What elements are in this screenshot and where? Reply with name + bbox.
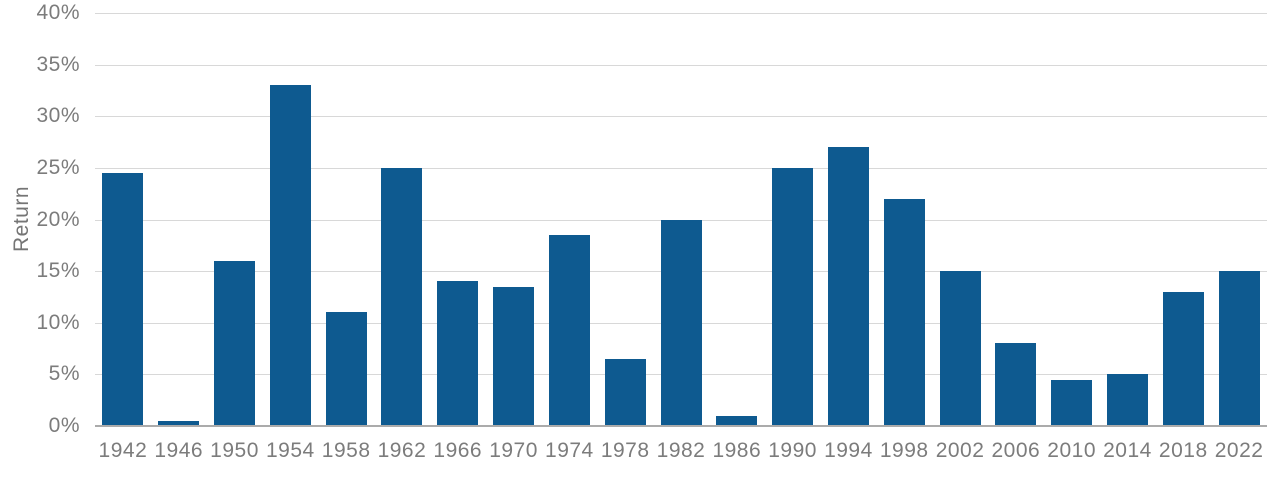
x-tick-label: 1982 — [656, 439, 706, 462]
bar-1950 — [214, 260, 256, 426]
bar-1994 — [827, 147, 869, 426]
x-tick-label: 1950 — [210, 439, 259, 462]
bar-2010 — [1051, 379, 1093, 426]
x-tick-label: 1942 — [98, 439, 148, 462]
y-tick-label: 5% — [48, 362, 80, 386]
bar-1966 — [437, 281, 479, 426]
y-tick-label: 30% — [36, 104, 80, 128]
x-tick-label: 1954 — [265, 439, 315, 462]
x-tick-label: 2006 — [991, 439, 1041, 462]
bar-2006 — [995, 343, 1037, 426]
bar-2014 — [1106, 374, 1148, 426]
x-tick-label: 1974 — [545, 439, 594, 462]
bar-1982 — [660, 219, 702, 426]
x-axis-line — [95, 425, 1267, 427]
y-tick-label: 35% — [36, 52, 80, 76]
x-tick-label: 1958 — [321, 439, 371, 462]
x-tick-label: 2010 — [1047, 439, 1097, 462]
x-tick-label: 1978 — [600, 439, 650, 462]
y-tick-label: 20% — [36, 207, 80, 231]
bar-1986 — [716, 415, 758, 426]
bar-1962 — [381, 167, 423, 426]
x-tick-label: 1998 — [879, 439, 929, 462]
bar-1942 — [102, 173, 144, 426]
x-tick-label: 1966 — [433, 439, 483, 462]
x-tick-label: 1986 — [712, 439, 762, 462]
plot-area — [95, 13, 1267, 427]
y-tick-label: 25% — [36, 155, 80, 179]
bar-1990 — [772, 167, 814, 426]
x-tick-label: 1990 — [768, 439, 817, 462]
x-tick-label: 2022 — [1214, 439, 1264, 462]
gridline — [95, 116, 1267, 118]
bar-1958 — [325, 312, 367, 426]
bar-1946 — [158, 420, 200, 426]
y-tick-label: 40% — [36, 1, 80, 24]
x-tick-label: 1994 — [824, 439, 873, 462]
x-tick-label: 2014 — [1103, 439, 1152, 462]
x-tick-label: 1970 — [489, 439, 538, 462]
x-tick-label: 2018 — [1158, 439, 1208, 462]
y-tick-label: 0% — [48, 414, 80, 437]
bar-1954 — [269, 85, 311, 426]
y-tick-label: 15% — [36, 259, 80, 283]
x-tick-label: 1946 — [154, 439, 204, 462]
gridline — [95, 64, 1267, 66]
y-tick-label: 10% — [36, 310, 80, 334]
bar-1998 — [883, 198, 925, 426]
gridline — [95, 13, 1267, 14]
bar-1970 — [493, 286, 535, 426]
bar-2002 — [939, 271, 981, 426]
bar-2022 — [1218, 271, 1260, 426]
bar-1978 — [604, 358, 646, 426]
x-tick-label: 1962 — [377, 439, 427, 462]
bar-1974 — [548, 235, 590, 426]
x-tick-label: 2002 — [935, 439, 985, 462]
gridline — [95, 167, 1267, 169]
bar-2018 — [1162, 291, 1204, 426]
